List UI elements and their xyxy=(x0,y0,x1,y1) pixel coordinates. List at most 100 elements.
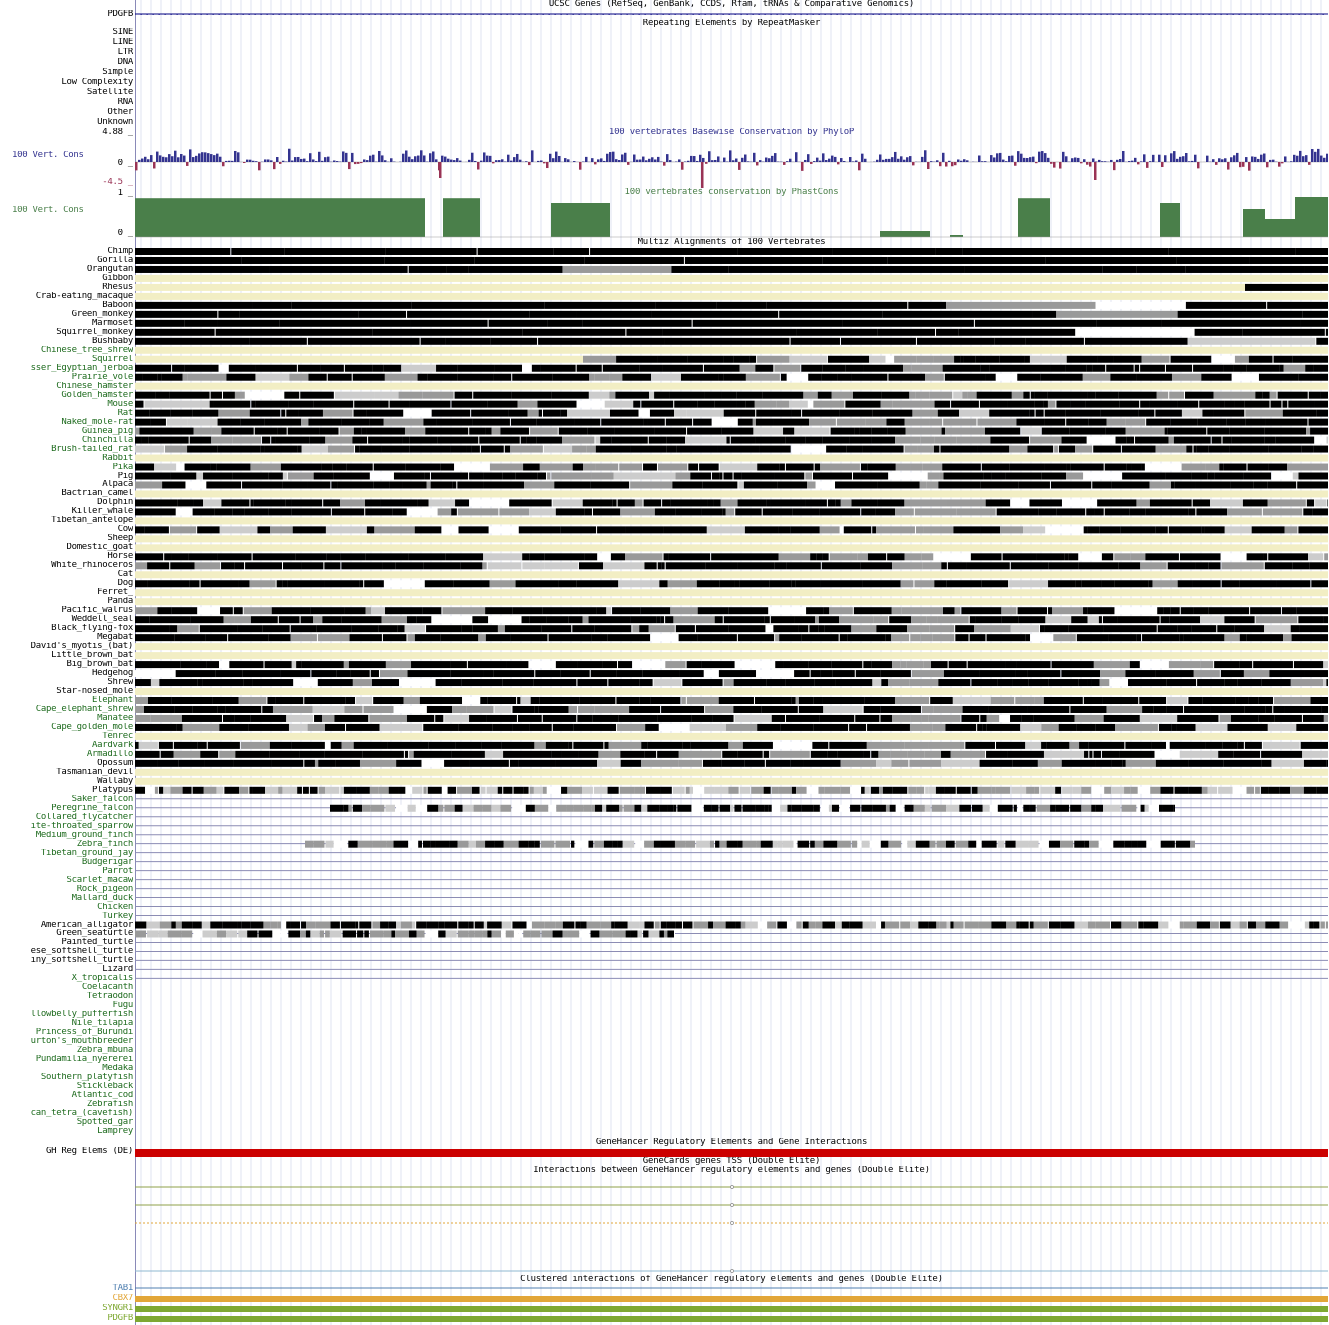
species-label[interactable]: Chinese_tree_shrew xyxy=(40,345,133,355)
species-label[interactable]: Opossum xyxy=(97,758,133,768)
species-label[interactable]: Mouse xyxy=(107,399,133,409)
species-label[interactable]: Spotted_gar xyxy=(76,1118,133,1128)
species-label[interactable]: Cape_elephant_shrew xyxy=(35,704,133,714)
species-label[interactable]: Platypus xyxy=(92,785,133,795)
species-label[interactable]: Little_brown_bat xyxy=(51,651,133,661)
genome-browser-image[interactable]: · · · · · · · · · · · · · · · · · · · · · · · · · · · · · · · · · · · · · · · ·… xyxy=(135,0,1328,1325)
ucsc-gene-label[interactable]: PDGFB xyxy=(107,10,133,19)
species-label[interactable]: Budgerigar xyxy=(81,857,133,867)
species-label[interactable]: Zebrafish xyxy=(86,1100,133,1110)
species-label[interactable]: iny_softshell_turtle xyxy=(30,956,133,966)
species-label[interactable]: Orangutan xyxy=(86,264,133,274)
species-label[interactable]: Cow xyxy=(117,525,133,535)
species-label[interactable]: Stickleback xyxy=(76,1082,133,1092)
species-label[interactable]: Panda xyxy=(107,597,133,607)
species-label[interactable]: ese_softshell_turtle xyxy=(30,947,133,957)
species-label[interactable]: can_tetra_(cavefish) xyxy=(30,1109,133,1119)
species-label[interactable]: Brush-tailed_rat xyxy=(51,444,133,454)
species-label[interactable]: Turkey xyxy=(102,911,133,921)
species-label[interactable]: Manatee xyxy=(97,713,133,723)
species-label[interactable]: Pundamilia_nyererei xyxy=(35,1055,133,1065)
species-label[interactable]: Tibetan_antelope xyxy=(51,516,133,526)
species-label[interactable]: Chicken xyxy=(97,902,133,912)
species-label[interactable]: Star-nosed_mole xyxy=(56,687,133,697)
species-label[interactable]: Lamprey xyxy=(97,1127,133,1137)
species-label[interactable]: Rat xyxy=(117,408,133,418)
species-label[interactable]: Killer_whale xyxy=(71,507,133,517)
species-label[interactable]: Rabbit xyxy=(102,453,133,463)
species-label[interactable]: llowbelly_pufferfish xyxy=(30,1010,133,1020)
species-label[interactable]: Hedgehog xyxy=(92,669,133,679)
species-label[interactable]: Sheep xyxy=(107,534,133,544)
species-label[interactable]: Gibbon xyxy=(102,273,133,283)
clustered-gene-label[interactable]: PDGFB xyxy=(107,1314,133,1323)
species-label[interactable]: X_tropicalis xyxy=(71,974,133,984)
species-label[interactable]: Pika xyxy=(112,462,133,472)
species-label[interactable]: Dolphin xyxy=(97,498,133,508)
species-label[interactable]: Golden_hamster xyxy=(61,390,133,400)
species-label[interactable]: Baboon xyxy=(102,300,133,310)
species-label[interactable]: Wallaby xyxy=(97,776,133,786)
species-label[interactable]: Bactrian_camel xyxy=(61,489,133,499)
species-label[interactable]: Zebra_finch xyxy=(76,839,133,849)
species-label[interactable]: Medaka xyxy=(102,1064,133,1074)
species-label[interactable]: Weddell_seal xyxy=(71,615,133,625)
species-label[interactable]: Princess_of_Burundi xyxy=(35,1028,133,1038)
species-label[interactable]: Crab-eating_macaque xyxy=(35,291,133,301)
species-label[interactable]: Fugu xyxy=(112,1001,133,1011)
species-label[interactable]: Armadillo xyxy=(86,749,133,759)
species-label[interactable]: Rhesus xyxy=(102,282,133,292)
species-label[interactable]: Medium_ground_finch xyxy=(35,830,133,840)
species-label[interactable]: Lizard xyxy=(102,965,133,975)
species-label[interactable]: Prairie_vole xyxy=(71,372,133,382)
species-label[interactable]: Zebra_mbuna xyxy=(76,1046,133,1056)
species-label[interactable]: Squirrel_monkey xyxy=(56,327,133,337)
species-label[interactable]: Aardvark xyxy=(92,740,133,750)
species-label[interactable]: Alpaca xyxy=(102,480,133,490)
species-label[interactable]: Green_seaturtle xyxy=(56,929,133,939)
species-label[interactable]: Chimp xyxy=(107,247,133,256)
phastcons-track-label[interactable]: 100 Vert. Cons xyxy=(12,206,84,215)
clustered-gene-label[interactable]: SYNGR1 xyxy=(102,1304,133,1313)
species-label[interactable]: Big_brown_bat xyxy=(66,660,133,670)
phylop-track-label[interactable]: 100 Vert. Cons xyxy=(12,151,84,160)
species-label[interactable]: Cat xyxy=(117,570,133,580)
species-label[interactable]: Atlantic_cod xyxy=(71,1091,133,1101)
species-label[interactable]: Nile_tilapia xyxy=(71,1019,133,1029)
clustered-gene-label[interactable]: CBX7 xyxy=(112,1294,133,1303)
species-label[interactable]: Horse xyxy=(107,552,133,562)
species-label[interactable]: American_alligator xyxy=(40,920,133,930)
species-label[interactable]: Pacific_walrus xyxy=(61,606,133,616)
species-label[interactable]: Collared_flycatcher xyxy=(35,812,133,822)
species-label[interactable]: Tetraodon xyxy=(86,992,133,1002)
gh-track-label[interactable]: GH Reg Elems (DE) xyxy=(45,1147,133,1156)
species-label[interactable]: Green_monkey xyxy=(71,309,133,319)
species-label[interactable]: Marmoset xyxy=(92,318,133,328)
species-label[interactable]: Parrot xyxy=(102,866,133,876)
species-label[interactable]: Ferret_ xyxy=(97,588,133,598)
track-graphics[interactable]: · · · · · · · · · · · · · · · · · · · · · · · · · · · · · · · · · · · · · · · ·… xyxy=(135,0,1328,1325)
species-label[interactable]: Mallard_duck xyxy=(71,893,133,903)
species-label[interactable]: White_rhinoceros xyxy=(51,561,133,571)
species-label[interactable]: Coelacanth xyxy=(81,983,133,993)
species-label[interactable]: Chinchilla xyxy=(81,435,133,445)
species-label[interactable]: Cape_golden_mole xyxy=(51,722,133,732)
species-label[interactable]: Black_flying-fox xyxy=(51,624,133,634)
species-label[interactable]: Saker_falcon xyxy=(71,794,133,804)
species-label[interactable]: Peregrine_falcon xyxy=(51,803,133,813)
species-label[interactable]: Scarlet_macaw xyxy=(66,875,133,885)
clustered-gene-label[interactable]: TAB1 xyxy=(112,1284,133,1293)
species-label[interactable]: Naked_mole-rat xyxy=(61,417,133,427)
species-label[interactable]: Tibetan_ground_jay xyxy=(40,848,133,858)
species-label[interactable]: David's_myotis_(bat) xyxy=(30,642,133,652)
species-label[interactable]: Painted_turtle xyxy=(61,938,133,948)
species-label[interactable]: ite-throated_sparrow xyxy=(30,821,133,831)
species-label[interactable]: Squirrel xyxy=(92,354,133,364)
species-label[interactable]: Elephant xyxy=(92,696,133,705)
species-label[interactable]: Gorilla xyxy=(97,255,133,265)
species-label[interactable]: Guinea_pig xyxy=(81,426,133,436)
species-label[interactable]: Southern_platyfish xyxy=(40,1073,133,1083)
species-label[interactable]: urton's_mouthbreeder xyxy=(30,1037,133,1047)
species-label[interactable]: Shrew xyxy=(107,678,133,688)
species-label[interactable]: Pig xyxy=(117,471,133,481)
